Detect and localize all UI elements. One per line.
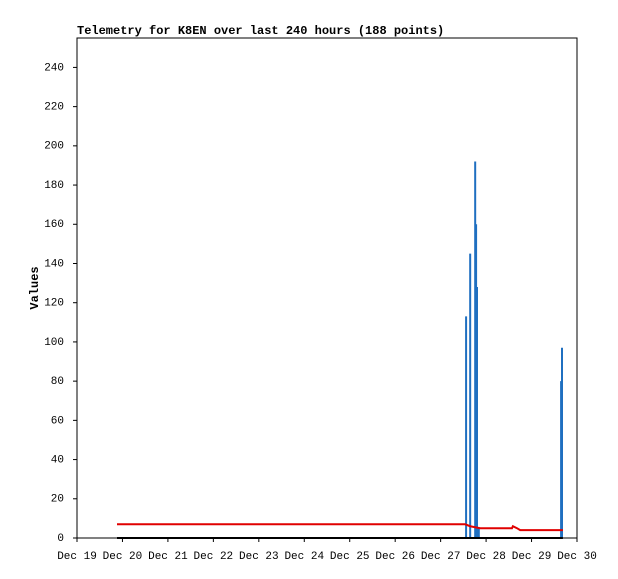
x-tick-label: Dec 19 — [57, 551, 97, 563]
y-tick-label: 60 — [51, 415, 64, 427]
y-tick-label: 0 — [57, 533, 64, 545]
x-tick-label: Dec 26 — [375, 551, 415, 563]
x-tick-label: Dec 27 — [421, 551, 461, 563]
y-tick-label: 80 — [51, 376, 64, 388]
y-tick-label: 240 — [44, 62, 64, 74]
x-tick-label: Dec 21 — [148, 551, 188, 563]
chart-title: Telemetry for K8EN over last 240 hours (… — [77, 24, 444, 38]
x-tick-label: Dec 22 — [194, 551, 234, 563]
x-tick-label: Dec 23 — [239, 551, 279, 563]
y-tick-label: 100 — [44, 337, 64, 349]
y-tick-label: 40 — [51, 454, 64, 466]
y-axis-label: Values — [28, 266, 42, 309]
y-tick-label: 180 — [44, 180, 64, 192]
x-tick-label: Dec 29 — [512, 551, 552, 563]
y-tick-label: 220 — [44, 102, 64, 114]
plot-frame — [76, 37, 578, 539]
y-tick-label: 160 — [44, 219, 64, 231]
y-tick-label: 200 — [44, 141, 64, 153]
x-tick-label: Dec 25 — [330, 551, 370, 563]
y-tick-label: 140 — [44, 258, 64, 270]
series-line — [117, 523, 563, 532]
y-tick-label: 120 — [44, 298, 64, 310]
x-tick-label: Dec 28 — [466, 551, 506, 563]
x-tick-label: Dec 20 — [103, 551, 143, 563]
y-tick-label: 20 — [51, 494, 64, 506]
x-tick-label: Dec 24 — [284, 551, 324, 563]
x-tick-label: Dec 30 — [557, 551, 597, 563]
